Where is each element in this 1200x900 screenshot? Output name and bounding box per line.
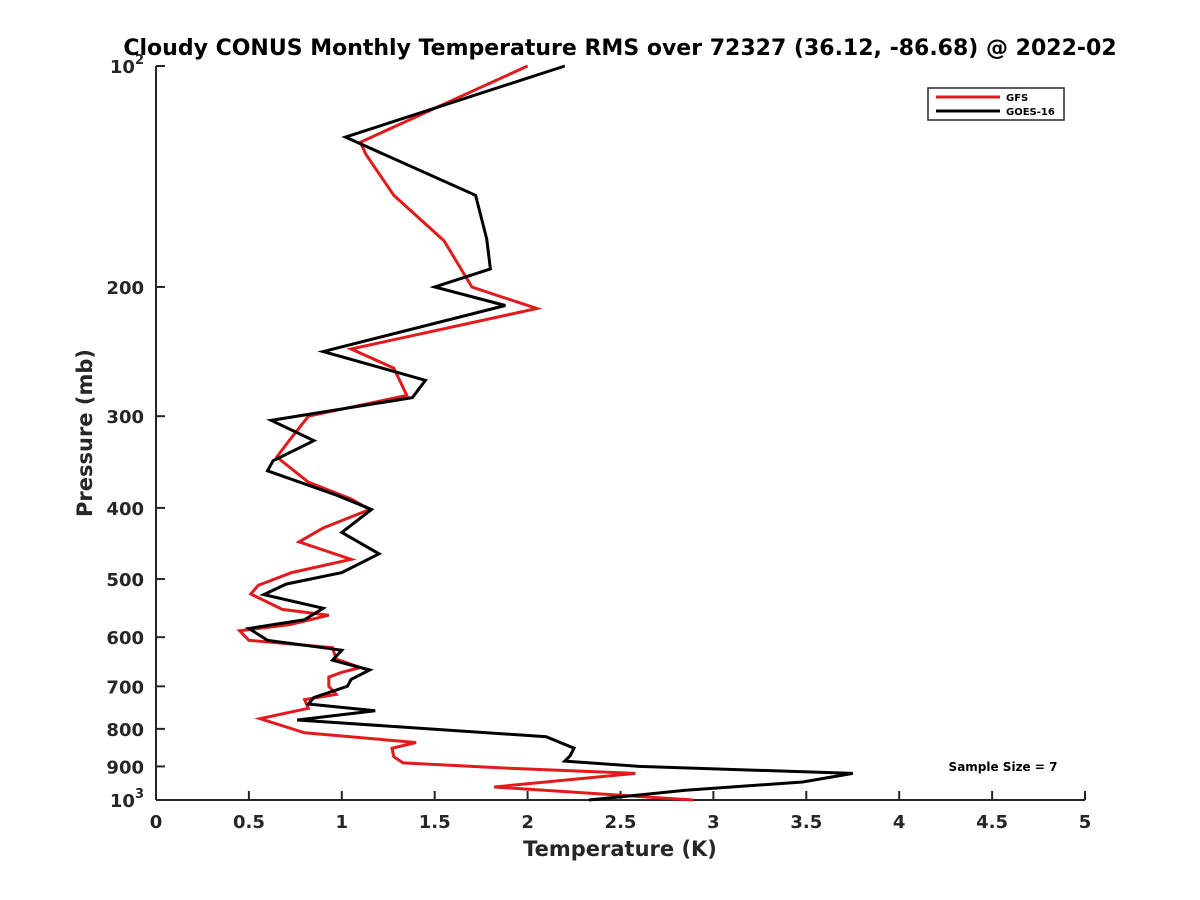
y-axis-label: Pressure (mb)	[73, 349, 97, 517]
legend-label: GFS	[1006, 93, 1028, 104]
x-tick-label: 2.5	[605, 812, 637, 833]
legend-label: GOES-16	[1006, 107, 1055, 118]
x-tick-label: 2	[521, 812, 534, 833]
y-tick-label: 800	[106, 720, 144, 741]
x-tick-label: 5	[1079, 812, 1092, 833]
x-axis-label: Temperature (K)	[523, 837, 717, 861]
y-tick-base: 900	[106, 757, 144, 778]
chart-title: Cloudy CONUS Monthly Temperature RMS ove…	[123, 36, 1116, 61]
series-layer	[236, 64, 854, 802]
y-tick-base: 10	[110, 791, 135, 812]
x-tick-label: 3	[707, 812, 720, 833]
legend: GFS GOES-16	[927, 87, 1065, 121]
x-tick-label: 4	[893, 812, 906, 833]
y-tick-base: 600	[106, 628, 144, 649]
sample-size-annotation: Sample Size = 7	[949, 760, 1058, 774]
y-tick-label: 102	[110, 53, 144, 78]
y-tick-exponent: 3	[135, 787, 144, 802]
y-tick-label: 103	[110, 787, 144, 812]
x-tick-label: 3.5	[790, 812, 822, 833]
x-tick-label: 4.5	[976, 812, 1008, 833]
y-tick-label: 500	[106, 570, 144, 591]
y-tick-base: 700	[106, 677, 144, 698]
y-tick-label: 700	[106, 677, 144, 698]
y-tick-label: 400	[106, 499, 144, 520]
y-tick-label: 900	[106, 757, 144, 778]
series-line-goes-16	[244, 64, 854, 802]
y-tick-base: 10	[110, 57, 135, 78]
x-tick-label: 1	[336, 812, 349, 833]
y-tick-base: 800	[106, 720, 144, 741]
y-tick-label: 200	[106, 278, 144, 299]
series-line-gfs	[236, 64, 694, 802]
plot-axes: 0 0.5 1 1.5 2 2.5 3 3.5 4 4.5 51022003004005006007…	[106, 53, 1091, 833]
y-tick-label: 600	[106, 628, 144, 649]
x-tick-label: 0	[150, 812, 163, 833]
y-tick-label: 300	[106, 407, 144, 428]
x-tick-label: 0.5	[233, 812, 265, 833]
y-tick-base: 400	[106, 499, 144, 520]
legend-box	[927, 87, 1065, 121]
y-tick-exponent: 2	[135, 53, 144, 68]
x-tick-label: 1.5	[419, 812, 451, 833]
y-tick-base: 300	[106, 407, 144, 428]
y-tick-base: 500	[106, 570, 144, 591]
y-tick-base: 200	[106, 278, 144, 299]
